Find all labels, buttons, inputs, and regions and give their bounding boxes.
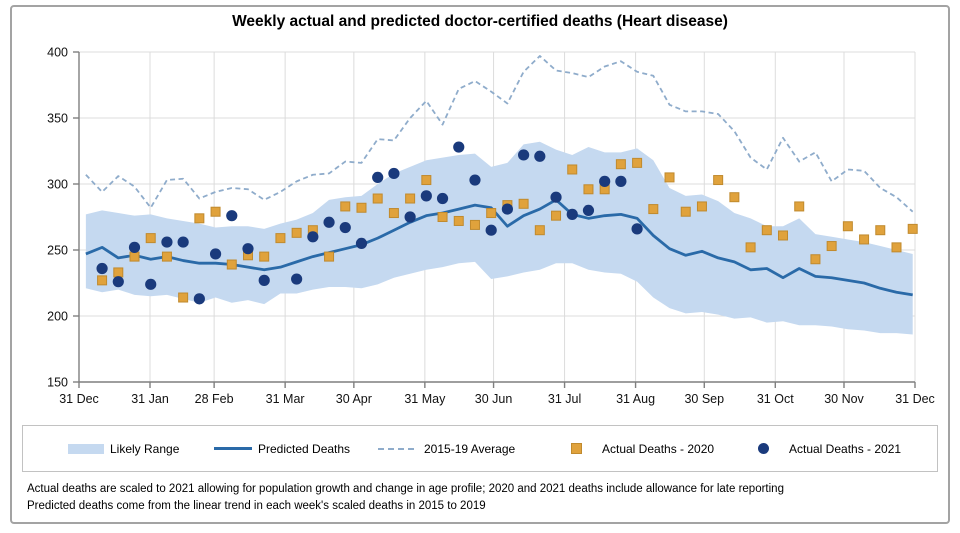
actual-2021-marker-icon — [758, 443, 769, 454]
svg-text:31 Mar: 31 Mar — [266, 392, 305, 406]
svg-text:350: 350 — [47, 112, 68, 126]
x-axis-labels: 31 Dec 31 Jan 28 Feb 31 Mar 30 Apr 31 May 30 J… — [59, 392, 935, 406]
footnote-line-2: Predicted deaths come from the linear tr… — [27, 500, 486, 512]
svg-text:400: 400 — [47, 46, 68, 60]
svg-text:31 Jul: 31 Jul — [548, 392, 581, 406]
svg-text:30 Sep: 30 Sep — [684, 392, 724, 406]
legend-item-actual-2021: Actual Deaths - 2021 — [744, 426, 901, 471]
svg-text:250: 250 — [47, 244, 68, 258]
svg-text:28 Feb: 28 Feb — [195, 392, 234, 406]
axes — [73, 51, 916, 388]
svg-text:31 Aug: 31 Aug — [616, 392, 655, 406]
chart-title: Weekly actual and predicted doctor-certi… — [232, 13, 728, 30]
actual-2020-marker-icon — [571, 443, 582, 454]
legend-label: 2015-19 Average — [424, 441, 516, 456]
legend-label: Actual Deaths - 2021 — [789, 441, 902, 456]
actual-2020-points — [97, 157, 918, 303]
predicted-line-swatch — [214, 447, 252, 450]
footnotes: Actual deaths are scaled to 2021 allowin… — [27, 481, 784, 515]
svg-text:31 Dec: 31 Dec — [895, 392, 935, 406]
predicted-line — [85, 198, 913, 297]
footnote-line-1: Actual deaths are scaled to 2021 allowin… — [27, 483, 784, 495]
svg-text:30 Jun: 30 Jun — [475, 392, 513, 406]
svg-text:31 May: 31 May — [404, 392, 446, 406]
legend-label: Actual Deaths - 2020 — [602, 441, 715, 456]
legend: Likely Range Predicted Deaths 2015-19 Av… — [22, 425, 938, 472]
svg-text:30 Apr: 30 Apr — [336, 392, 372, 406]
likely-range-swatch — [68, 443, 104, 454]
svg-text:200: 200 — [47, 310, 68, 324]
legend-item-predicted: Predicted Deaths — [214, 426, 350, 471]
actual-2021-points — [96, 141, 643, 305]
svg-text:31 Oct: 31 Oct — [757, 392, 794, 406]
legend-item-actual-2020: Actual Deaths - 2020 — [557, 426, 714, 471]
svg-text:31 Jan: 31 Jan — [131, 392, 169, 406]
legend-label: Predicted Deaths — [258, 441, 351, 456]
legend-item-likely-range: Likely Range — [68, 426, 179, 471]
average-line — [85, 55, 914, 213]
svg-text:150: 150 — [47, 376, 68, 390]
svg-text:31 Dec: 31 Dec — [59, 392, 99, 406]
legend-item-average: 2015-19 Average — [378, 426, 515, 471]
likely-range-band — [85, 141, 913, 335]
svg-text:30 Nov: 30 Nov — [824, 392, 864, 406]
y-axis-labels: 400 350 300 250 200 150 — [47, 46, 68, 390]
legend-label: Likely Range — [110, 441, 180, 456]
svg-text:300: 300 — [47, 178, 68, 192]
average-dash-swatch — [378, 447, 418, 450]
